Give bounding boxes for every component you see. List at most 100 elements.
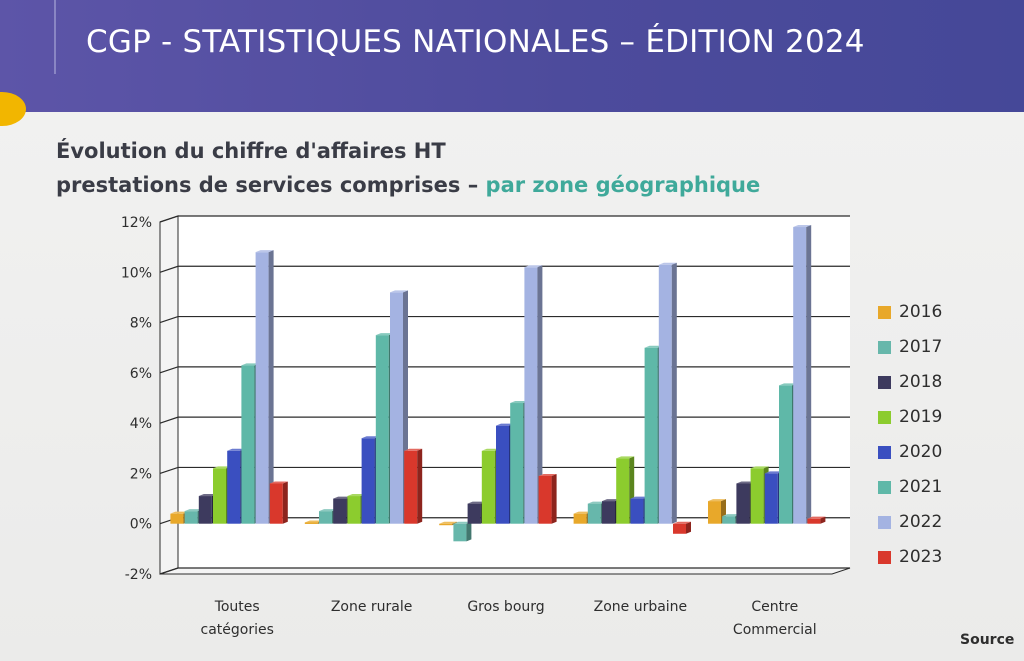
- bar-top: [538, 473, 557, 476]
- chart-title-accent: par zone géographique: [485, 173, 761, 197]
- bar-top: [439, 521, 458, 524]
- bar-front: [538, 475, 552, 524]
- legend-item: 2016: [878, 300, 942, 324]
- x-category-label: Centre: [751, 599, 798, 615]
- gridline: [159, 265, 850, 273]
- bar-top: [170, 511, 189, 514]
- bar-top: [361, 436, 380, 439]
- bar-front: [453, 523, 467, 542]
- bar-front: [347, 496, 361, 524]
- bar-front: [510, 403, 524, 524]
- bar-top: [524, 265, 543, 268]
- bar-front: [616, 458, 630, 524]
- x-category-label: Toutes: [214, 599, 260, 615]
- legend-label: 2023: [899, 547, 943, 567]
- legend-item: 2021: [878, 475, 942, 499]
- bar-top: [404, 448, 423, 451]
- x-category-label: Commercial: [733, 622, 817, 638]
- bar-top: [390, 290, 408, 293]
- bar-top: [736, 481, 755, 484]
- bar-top: [227, 448, 246, 451]
- bar-front: [255, 252, 269, 524]
- bar-front: [573, 513, 587, 524]
- bar-front: [630, 498, 644, 524]
- legend-swatch: [878, 515, 891, 529]
- bar-top: [750, 466, 769, 469]
- bar-top: [587, 501, 606, 504]
- bar-top: [481, 448, 500, 451]
- bar-front: [807, 518, 821, 524]
- chart-title-line2-main: prestations de services comprises –: [56, 173, 486, 197]
- legend-item: 2018: [878, 370, 942, 394]
- gridline: [159, 366, 850, 374]
- bar-top: [630, 496, 649, 499]
- legend-item: 2022: [878, 510, 942, 534]
- bar-side: [820, 516, 826, 524]
- legend-swatch: [878, 550, 891, 564]
- y-tick-label: 6%: [130, 366, 152, 382]
- bar-front: [333, 498, 347, 524]
- bar-front: [644, 347, 658, 524]
- header-divider: [54, 0, 56, 74]
- bar-side: [417, 448, 423, 524]
- legend-item: 2020: [878, 440, 942, 464]
- gridline: [159, 567, 850, 575]
- gridline: [159, 215, 850, 223]
- slide-header: CGP - STATISTIQUES NATIONALES – ÉDITION …: [0, 0, 1024, 112]
- y-tick-label: 8%: [130, 316, 152, 332]
- bar: [673, 521, 691, 534]
- bar-front: [375, 335, 389, 524]
- bar-top: [184, 509, 203, 512]
- chart-axis-labels: -2% 0% 2% 4% 6% 8% 10% 12%: [121, 215, 152, 583]
- legend-swatch: [878, 410, 891, 424]
- legend-item: 2023: [878, 545, 942, 569]
- bar: [658, 262, 677, 524]
- bar-side: [671, 262, 677, 524]
- bar-top: [658, 262, 677, 265]
- gridline: [159, 416, 850, 424]
- legend-label: 2020: [899, 442, 943, 462]
- bar-side: [537, 265, 543, 524]
- chart-title-line2: prestations de services comprises – par …: [56, 173, 760, 197]
- bar-front: [404, 450, 418, 524]
- bar: [255, 250, 274, 524]
- bar: [793, 225, 812, 524]
- bar-top: [573, 511, 592, 514]
- bar-front: [390, 292, 403, 524]
- bar-front: [269, 483, 283, 524]
- bar-side: [806, 225, 812, 524]
- gridline: [159, 315, 850, 324]
- y-tick-label: 0%: [130, 517, 152, 533]
- bar-top: [793, 225, 812, 228]
- bar-front: [658, 264, 672, 524]
- bar-top: [375, 333, 394, 336]
- bar-top: [616, 456, 635, 459]
- legend-item: 2019: [878, 405, 942, 429]
- legend-label: 2021: [899, 477, 943, 497]
- chart-grid: [159, 215, 851, 575]
- bar-front: [467, 503, 481, 524]
- bar-front: [736, 483, 750, 524]
- bar-front: [170, 513, 184, 524]
- bar-top: [333, 496, 352, 499]
- bar-front: [496, 425, 509, 524]
- bar-top: [213, 466, 231, 469]
- chart-floor: [159, 567, 851, 575]
- bar-front: [750, 468, 764, 524]
- legend-label: 2017: [899, 337, 943, 357]
- y-tick-label: 4%: [130, 416, 152, 432]
- bar-front: [793, 227, 807, 524]
- legend-label: 2019: [899, 407, 943, 427]
- bar: [524, 265, 543, 524]
- bar-side: [686, 521, 691, 534]
- y-tick-label: -2%: [125, 567, 152, 583]
- x-category-label: Zone urbaine: [594, 599, 688, 615]
- bar-top: [708, 499, 726, 502]
- legend-label: 2022: [899, 512, 943, 532]
- bar-front: [673, 523, 686, 534]
- legend-label: 2016: [899, 302, 943, 322]
- chart-back-wall: [178, 216, 850, 568]
- bar-top: [304, 520, 323, 523]
- y-tick-label: 12%: [121, 215, 152, 231]
